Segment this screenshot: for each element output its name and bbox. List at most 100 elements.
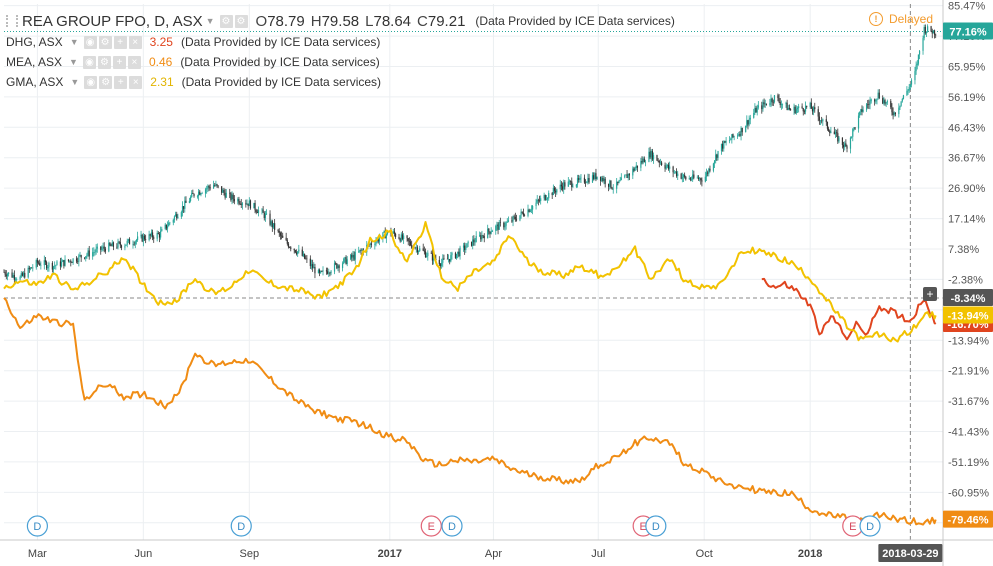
eye-icon[interactable]: ◉ (82, 55, 96, 69)
delayed-indicator[interactable]: ! Delayed (868, 12, 933, 26)
drag-handle-icon[interactable] (6, 15, 18, 27)
candle-body (47, 266, 49, 269)
compare-row-gma[interactable]: GMA, ASX ▼ ◉ ⚙ + × 2.31 (Data Provided b… (6, 72, 675, 92)
close-icon[interactable]: × (127, 55, 141, 69)
candle (610, 180, 612, 189)
compare-value: 2.31 (150, 75, 174, 89)
candle (925, 31, 928, 38)
time-scale[interactable]: Mar Jun Sep 2017 Apr Jul Oct 2018 2018-03-29 (0, 539, 993, 562)
candle-body (633, 168, 635, 171)
candle (618, 179, 620, 184)
candle-body (422, 248, 424, 251)
candle (269, 210, 271, 227)
dividend-marker[interactable]: D (26, 515, 48, 537)
candle (447, 254, 450, 263)
candle (214, 182, 216, 187)
candle-body (851, 136, 853, 138)
compare-symbol[interactable]: GMA, ASX (6, 75, 64, 89)
dividend-marker[interactable]: D (230, 515, 252, 537)
dividend-marker[interactable]: D (859, 515, 881, 537)
candle-body (322, 270, 324, 272)
compare-symbol[interactable]: DHG, ASX (6, 35, 63, 49)
candle (59, 257, 62, 270)
candle (641, 156, 643, 165)
candle-body (245, 203, 247, 205)
candle (176, 211, 178, 221)
add-order-button[interactable]: + (923, 287, 937, 301)
candle (745, 125, 747, 133)
candle-body (126, 240, 128, 245)
price-scale[interactable]: 85.47% 77.16% 65.95% 56.19% 46.43% 36.67% 26.9… (942, 0, 989, 566)
candle (133, 241, 135, 246)
candle-body (456, 253, 458, 259)
chevron-down-icon[interactable]: ▼ (69, 57, 78, 67)
candle-body (762, 102, 764, 110)
candle-body (451, 252, 453, 256)
plus-icon[interactable]: + (112, 55, 126, 69)
dividend-marker[interactable]: D (441, 515, 463, 537)
candle-body (29, 267, 32, 270)
compare-row-mea[interactable]: MEA, ASX ▼ ◉ ⚙ + × 0.46 (Data Provided b… (6, 52, 675, 72)
high-label: H (310, 12, 322, 30)
candle (586, 180, 588, 184)
candle (515, 214, 518, 222)
candle (924, 24, 926, 35)
candle (312, 259, 314, 272)
candle (898, 103, 900, 118)
candle (438, 256, 440, 266)
y-tick-label: 56.19% (948, 92, 986, 104)
candle-body (806, 105, 808, 107)
candle-body (472, 239, 474, 246)
candle (265, 209, 268, 215)
candle (313, 262, 315, 269)
format-icon[interactable]: ⚙ (234, 14, 248, 28)
candle (680, 172, 682, 180)
candle (215, 180, 217, 187)
symbol-title[interactable]: REA GROUP FPO, D, ASX (22, 12, 203, 30)
candle-body (78, 255, 80, 262)
compare-row-dhg[interactable]: DHG, ASX ▼ ◉ ⚙ + × 3.25 (Data Provided b… (6, 32, 675, 52)
chevron-down-icon[interactable]: ▼ (69, 37, 79, 47)
earnings-marker[interactable]: E (420, 515, 442, 537)
candle-body (286, 240, 288, 244)
plus-icon[interactable]: + (114, 75, 128, 89)
candle-body (168, 222, 170, 227)
eye-icon[interactable]: ◉ (84, 75, 98, 89)
compare-symbol[interactable]: MEA, ASX (6, 55, 63, 69)
close-icon[interactable]: × (128, 35, 142, 49)
candle-body (634, 168, 636, 171)
chevron-down-icon[interactable]: ▼ (205, 16, 215, 26)
candle (256, 209, 258, 214)
chevron-down-icon[interactable]: ▼ (70, 77, 80, 87)
candle-body (221, 186, 223, 193)
candle (19, 275, 21, 281)
candle (657, 158, 659, 163)
dividend-marker[interactable]: D (645, 515, 667, 537)
candle-body (608, 183, 610, 187)
settings-icon[interactable]: ⚙ (98, 35, 112, 49)
close-icon[interactable]: × (129, 75, 143, 89)
settings-icon[interactable]: ⚙ (99, 75, 113, 89)
candle-body (482, 235, 484, 237)
candle-body (345, 257, 347, 265)
candle-body (553, 187, 556, 191)
candle-body (796, 108, 799, 110)
eye-icon[interactable]: ◉ (83, 35, 97, 49)
candle-body (140, 234, 142, 237)
candle (583, 174, 586, 184)
price-badge-label: 77.16% (949, 27, 987, 39)
candle (503, 221, 505, 230)
candle-body (821, 120, 823, 122)
candle (257, 206, 260, 217)
plus-icon[interactable]: + (113, 35, 127, 49)
candle-body (446, 258, 448, 260)
candle (505, 221, 507, 230)
candle (571, 177, 573, 191)
candle-body (512, 216, 514, 222)
candle (393, 227, 396, 237)
settings-icon[interactable]: ⚙ (97, 55, 111, 69)
main-series-row[interactable]: REA GROUP FPO, D, ASX ▼ ⚙ ⚙ O 78.79 H 79.5… (6, 10, 675, 32)
candle-body (781, 103, 784, 105)
settings-icon[interactable]: ⚙ (219, 14, 233, 28)
